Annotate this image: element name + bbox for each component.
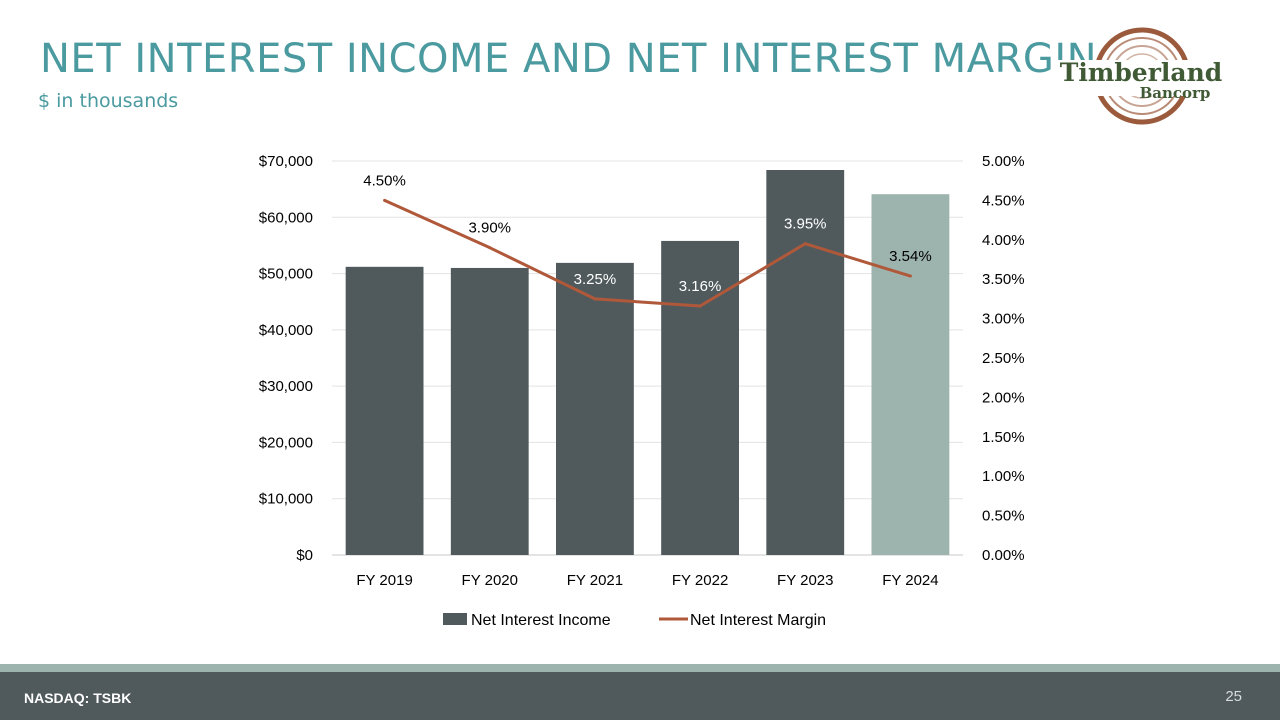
margin-data-label: 3.25% (574, 271, 617, 288)
right-axis-tick-label: 2.00% (982, 389, 1025, 406)
margin-data-label: 3.16% (679, 278, 722, 295)
legend-label-line: Net Interest Margin (690, 612, 826, 629)
timberland-logo: Timberland Bancorp (1057, 27, 1225, 125)
left-axis-tick-label: $60,000 (259, 209, 313, 226)
x-axis-tick-label: FY 2022 (672, 572, 728, 589)
page-number: 25 (1225, 688, 1242, 705)
footer-accent (0, 664, 1280, 672)
right-axis-tick-label: 3.00% (982, 311, 1025, 328)
bar-net-interest-income (661, 240, 739, 555)
legend: Net Interest Income Net Interest Margin (443, 612, 826, 629)
x-axis-tick-label: FY 2024 (882, 572, 938, 589)
line-point (488, 246, 492, 250)
right-axis-tick-label: 3.50% (982, 271, 1025, 288)
right-axis-tick-label: 2.50% (982, 350, 1025, 367)
margin-data-label: 3.90% (468, 220, 511, 237)
left-axis-tick-label: $50,000 (259, 266, 313, 283)
x-axis-tick-label: FY 2019 (356, 572, 412, 589)
bar-series (345, 170, 950, 556)
bar-net-interest-income (345, 266, 424, 555)
left-axis: $0 $10,000 $20,000 $30,000 $40,000 $50,000 $60… (259, 153, 313, 564)
logo-sub: Bancorp (1140, 84, 1211, 102)
bar-net-interest-income (450, 267, 529, 555)
margin-data-label: 4.50% (363, 172, 406, 189)
line-point (908, 274, 912, 278)
x-axis-tick-label: FY 2020 (462, 572, 518, 589)
margin-data-label: 3.95% (784, 216, 827, 233)
right-axis-tick-label: 4.50% (982, 192, 1025, 209)
legend-swatch-bar (443, 613, 467, 625)
bar-net-interest-income (766, 170, 845, 555)
line-series: 4.50% 3.90% 3.25% 3.16% 3.95% 3.54% (363, 172, 932, 308)
line-net-interest-margin (383, 199, 911, 308)
line-point (593, 297, 597, 301)
x-axis-tick-label: FY 2023 (777, 572, 833, 589)
right-axis-tick-label: 5.00% (982, 153, 1025, 170)
legend-label-bar: Net Interest Income (471, 612, 611, 629)
slide-title: NET INTEREST INCOME AND NET INTEREST MAR… (40, 36, 1098, 82)
right-axis-tick-label: 1.00% (982, 468, 1025, 485)
left-axis-tick-label: $30,000 (259, 378, 313, 395)
gridlines (332, 160, 963, 556)
right-axis-tick-label: 0.50% (982, 508, 1025, 525)
x-axis: FY 2019 FY 2020 FY 2021 FY 2022 FY 2023 FY 20… (356, 572, 938, 589)
right-axis-tick-label: 1.50% (982, 429, 1025, 446)
footer-band (0, 664, 1280, 720)
x-axis-tick-label: FY 2021 (567, 572, 623, 589)
combo-chart: 4.50% 3.90% 3.25% 3.16% 3.95% 3.54% $0 $10,000… (259, 153, 1025, 629)
logo-name: Timberland (1060, 58, 1222, 87)
left-axis-tick-label: $40,000 (259, 322, 313, 339)
line-point (698, 304, 702, 308)
bar-net-interest-income (871, 194, 950, 556)
bar-net-interest-income (556, 262, 634, 555)
right-axis-tick-label: 0.00% (982, 547, 1025, 564)
right-axis: 0.00% 0.50% 1.00% 1.50% 2.00% 2.50% 3.00% 3.50%… (982, 153, 1025, 564)
right-axis-tick-label: 4.00% (982, 232, 1025, 249)
left-axis-tick-label: $20,000 (259, 434, 313, 451)
line-point (803, 242, 807, 246)
left-axis-tick-label: $10,000 (259, 491, 313, 508)
left-axis-tick-label: $0 (296, 547, 313, 564)
ticker-label: NASDAQ: TSBK (24, 690, 132, 706)
line-point (383, 198, 387, 202)
left-axis-tick-label: $70,000 (259, 153, 313, 170)
margin-data-label: 3.54% (889, 248, 932, 265)
slide-subtitle: $ in thousands (38, 90, 179, 112)
